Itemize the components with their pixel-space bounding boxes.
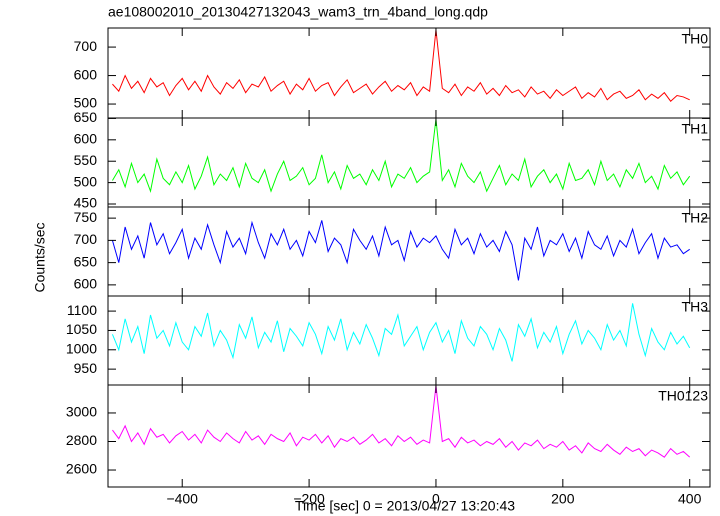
y-tick-label: 500 <box>74 95 98 111</box>
light-curve <box>111 303 691 362</box>
panel-label: TH3 <box>682 299 709 315</box>
light-curve <box>112 29 690 102</box>
panel-frame <box>107 27 711 119</box>
panel-label: TH1 <box>682 121 709 137</box>
panel-frame <box>107 117 711 208</box>
y-tick-label: 3000 <box>66 404 97 420</box>
y-tick-label: 950 <box>74 360 98 376</box>
y-tick-label: 550 <box>74 152 98 168</box>
light-curve <box>111 220 690 281</box>
panel-frame <box>107 384 711 488</box>
x-tick-label: −200 <box>293 491 325 507</box>
y-tick-label: 700 <box>74 38 98 54</box>
y-tick-label: 600 <box>74 66 98 82</box>
panel-label: TH0 <box>682 31 709 47</box>
x-tick-label: 0 <box>432 491 440 507</box>
y-tick-label: 1100 <box>67 302 97 318</box>
light-curve <box>112 119 691 194</box>
y-tick-label: 1000 <box>66 340 97 356</box>
y-axis-label: Counts/sec <box>32 222 48 292</box>
y-tick-label: 2600 <box>66 461 97 477</box>
y-tick-label: 700 <box>74 231 98 247</box>
panel-frame <box>107 295 711 386</box>
x-axis-label: Time [sec] 0 = 2013/04/27 13:20:43 <box>295 498 515 514</box>
panel-label: TH0123 <box>658 388 708 404</box>
light-curve <box>112 385 691 458</box>
y-tick-label: 650 <box>74 109 98 125</box>
x-tick-label: 400 <box>678 491 702 507</box>
y-tick-label: 600 <box>74 131 98 147</box>
x-tick-label: 200 <box>551 491 575 507</box>
panel-label: TH2 <box>682 210 709 226</box>
y-tick-label: 2800 <box>66 432 97 448</box>
y-tick-label: 500 <box>74 173 98 189</box>
y-tick-label: 450 <box>74 195 98 211</box>
y-tick-label: 1050 <box>66 321 97 337</box>
y-tick-label: 750 <box>74 209 98 225</box>
panel-frame <box>107 206 711 297</box>
y-tick-label: 650 <box>74 253 98 269</box>
chart-title: ae108002010_20130427132043_wam3_trn_4ban… <box>108 4 488 20</box>
x-tick-label: −400 <box>166 491 198 507</box>
y-tick-label: 600 <box>74 276 98 292</box>
